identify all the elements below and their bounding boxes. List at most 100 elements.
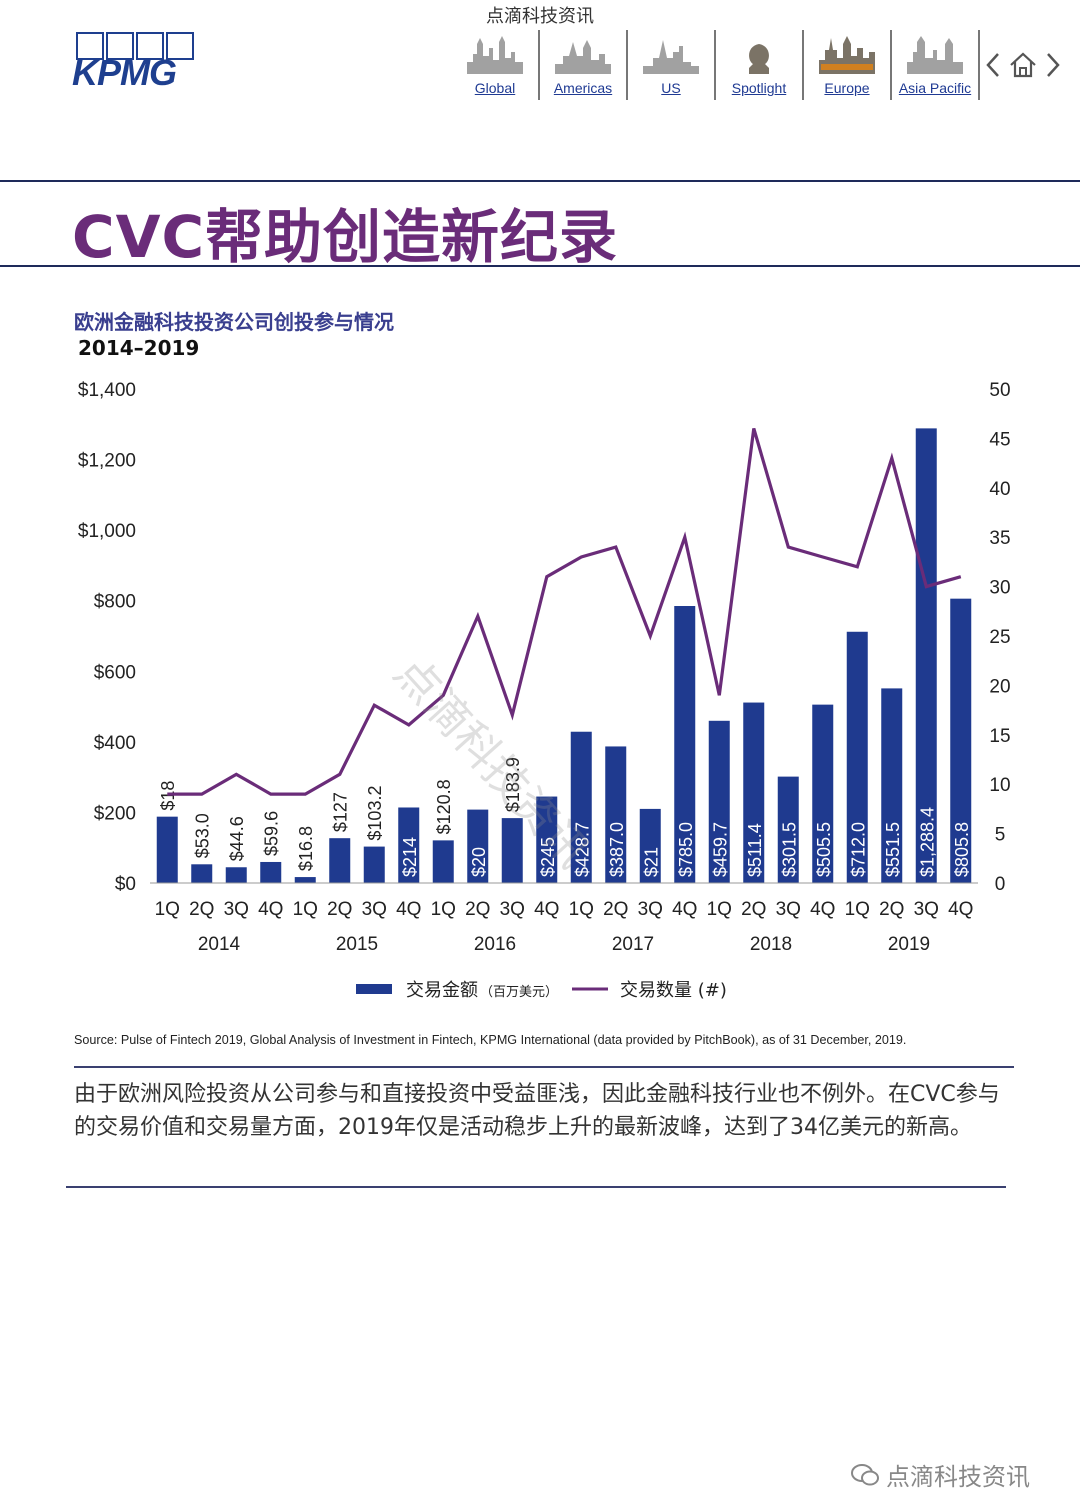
- page-title: CVC帮助创造新纪录: [72, 203, 619, 271]
- x-year-label: 2016: [474, 934, 516, 955]
- bar-data-label: $1,288.4: [917, 807, 937, 877]
- nav-label: Spotlight: [731, 80, 787, 96]
- x-tick-label: 2Q: [327, 899, 352, 920]
- y-left-tick-label: $400: [94, 733, 136, 754]
- bar-data-label: $505.5: [814, 822, 834, 877]
- bar-data-label: $712.0: [848, 822, 868, 877]
- nav-label: Global: [474, 80, 516, 96]
- y-right-tick-label: 40: [989, 479, 1010, 500]
- bar: [605, 746, 627, 883]
- bar-data-label: $103.2: [365, 786, 385, 841]
- europe-skyline-icon: [819, 36, 875, 74]
- y-right-tick-label: 50: [989, 380, 1010, 401]
- top-watermark: 点滴科技资讯: [486, 6, 594, 27]
- x-tick-label: 1Q: [707, 899, 732, 920]
- x-tick-label: 3Q: [776, 899, 801, 920]
- wechat-icon: [851, 1463, 879, 1485]
- bar: [639, 808, 661, 883]
- bar-data-label: $44.6: [227, 816, 247, 861]
- chart-subtitle: 2014–2019: [78, 336, 200, 360]
- nav-item-global[interactable]: Global: [452, 30, 540, 100]
- x-tick-label: 3Q: [224, 899, 249, 920]
- y-left-tick-label: $800: [94, 592, 136, 613]
- nav-label: Europe: [824, 80, 870, 96]
- nav-item-americas[interactable]: Americas: [540, 30, 628, 100]
- y-right-tick-label: 25: [989, 627, 1010, 648]
- bar: [777, 776, 799, 883]
- x-tick-label: 3Q: [362, 899, 387, 920]
- y-left-tick-label: $200: [94, 803, 136, 824]
- x-year-label: 2015: [336, 934, 378, 955]
- legend-bar-label: 交易金额: [406, 980, 478, 1001]
- nav-item-europe[interactable]: Europe: [804, 30, 892, 100]
- x-tick-label: 2Q: [879, 899, 904, 920]
- bar: [398, 807, 420, 883]
- bar: [363, 846, 385, 883]
- bar-data-label: $428.7: [572, 822, 592, 877]
- y-left-tick-label: $600: [94, 662, 136, 683]
- y-right-tick-label: 20: [989, 676, 1010, 697]
- bar: [191, 864, 213, 883]
- bar: [501, 818, 523, 883]
- x-year-label: 2014: [198, 934, 241, 955]
- bar: [881, 688, 903, 883]
- bar: [260, 861, 282, 883]
- x-tick-label: 1Q: [845, 899, 870, 920]
- americas-skyline-icon: [555, 40, 611, 74]
- y-right-tick-label: 10: [989, 775, 1010, 796]
- bar-data-label: $53.0: [193, 813, 213, 858]
- chevron-right-icon[interactable]: [1044, 50, 1062, 80]
- us-skyline-icon: [643, 40, 699, 74]
- y-left-tick-label: $1,200: [78, 451, 136, 472]
- chevron-left-icon[interactable]: [984, 50, 1002, 80]
- nav-item-us[interactable]: US: [628, 30, 716, 100]
- x-tick-label: 4Q: [948, 899, 973, 920]
- bar-data-label: $127: [331, 792, 351, 832]
- count-line: [167, 428, 962, 796]
- bar-data-label: $20: [469, 847, 489, 877]
- x-tick-label: 1Q: [569, 899, 594, 920]
- y-right-tick-label: 5: [995, 825, 1006, 846]
- home-icon[interactable]: [1008, 50, 1038, 80]
- spotlight-bust-icon: [749, 44, 769, 74]
- bar-data-label: $21: [641, 847, 661, 877]
- bar-data-label: $805.8: [952, 822, 972, 877]
- x-tick-label: 2Q: [741, 899, 766, 920]
- bar-data-label: $16.8: [296, 826, 316, 871]
- nav-item-spotlight[interactable]: Spotlight: [716, 30, 804, 100]
- footer-watermark: 点滴科技资讯: [850, 1457, 1030, 1492]
- bar-data-label: $511.4: [745, 823, 765, 877]
- x-tick-label: 2Q: [189, 899, 214, 920]
- legend-bar-swatch: [356, 984, 392, 994]
- nav-label: Asia Pacific: [898, 80, 972, 96]
- x-tick-label: 4Q: [534, 899, 559, 920]
- x-tick-label: 4Q: [810, 899, 835, 920]
- bar: [846, 631, 868, 883]
- footer-watermark-text: 点滴科技资讯: [886, 1463, 1030, 1491]
- nav-item-asia-pacific[interactable]: Asia Pacific: [892, 30, 980, 100]
- bar: [812, 704, 834, 883]
- x-tick-label: 1Q: [431, 899, 456, 920]
- bar-data-label: $245: [538, 837, 558, 877]
- y-right-tick-label: 45: [989, 429, 1010, 450]
- bar-data-label: $459.7: [710, 822, 730, 877]
- x-tick-label: 3Q: [500, 899, 525, 920]
- bar: [743, 702, 765, 883]
- bar: [536, 796, 558, 883]
- body-text: 由于欧洲风险投资从公司参与和直接投资中受益匪浅，因此金融科技行业也不例外。在CV…: [74, 1082, 1000, 1140]
- bar: [225, 867, 247, 883]
- bar-data-label: $301.5: [779, 822, 799, 877]
- bar: [674, 606, 696, 883]
- x-tick-label: 2Q: [603, 899, 628, 920]
- y-right-tick-label: 30: [989, 578, 1010, 599]
- source-note: Source: Pulse of Fintech 2019, Global An…: [74, 1033, 907, 1047]
- bar: [294, 877, 316, 883]
- x-tick-label: 4Q: [396, 899, 421, 920]
- asia-pacific-skyline-icon: [907, 36, 963, 74]
- x-tick-label: 3Q: [638, 899, 663, 920]
- kpmg-logo[interactable]: KPMG: [72, 32, 194, 93]
- bar: [329, 838, 351, 883]
- y-right-tick-label: 35: [989, 528, 1010, 549]
- bar: [570, 731, 592, 883]
- bar-data-label: $59.6: [262, 811, 282, 856]
